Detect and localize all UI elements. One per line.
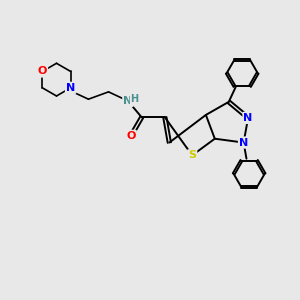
Text: N: N: [123, 96, 133, 106]
Text: N: N: [66, 83, 75, 93]
Text: O: O: [38, 67, 47, 76]
Text: S: S: [188, 150, 196, 160]
Text: N: N: [239, 138, 248, 148]
Text: N: N: [244, 113, 253, 123]
Text: O: O: [126, 131, 136, 141]
Text: H: H: [130, 94, 139, 103]
